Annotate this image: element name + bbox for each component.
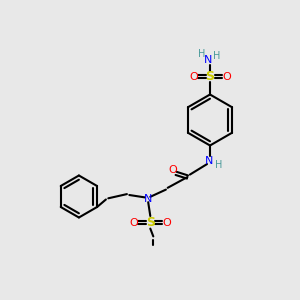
Text: H: H — [215, 160, 222, 170]
Text: O: O — [169, 165, 178, 176]
Text: N: N — [144, 194, 152, 204]
Text: O: O — [129, 218, 138, 228]
Text: H: H — [198, 49, 205, 59]
Text: H: H — [213, 50, 220, 61]
Text: N: N — [205, 155, 214, 166]
Text: O: O — [189, 71, 198, 82]
Text: S: S — [206, 70, 214, 83]
Text: O: O — [222, 71, 231, 82]
Text: S: S — [146, 216, 155, 229]
Text: N: N — [203, 55, 212, 65]
Text: O: O — [162, 218, 171, 228]
